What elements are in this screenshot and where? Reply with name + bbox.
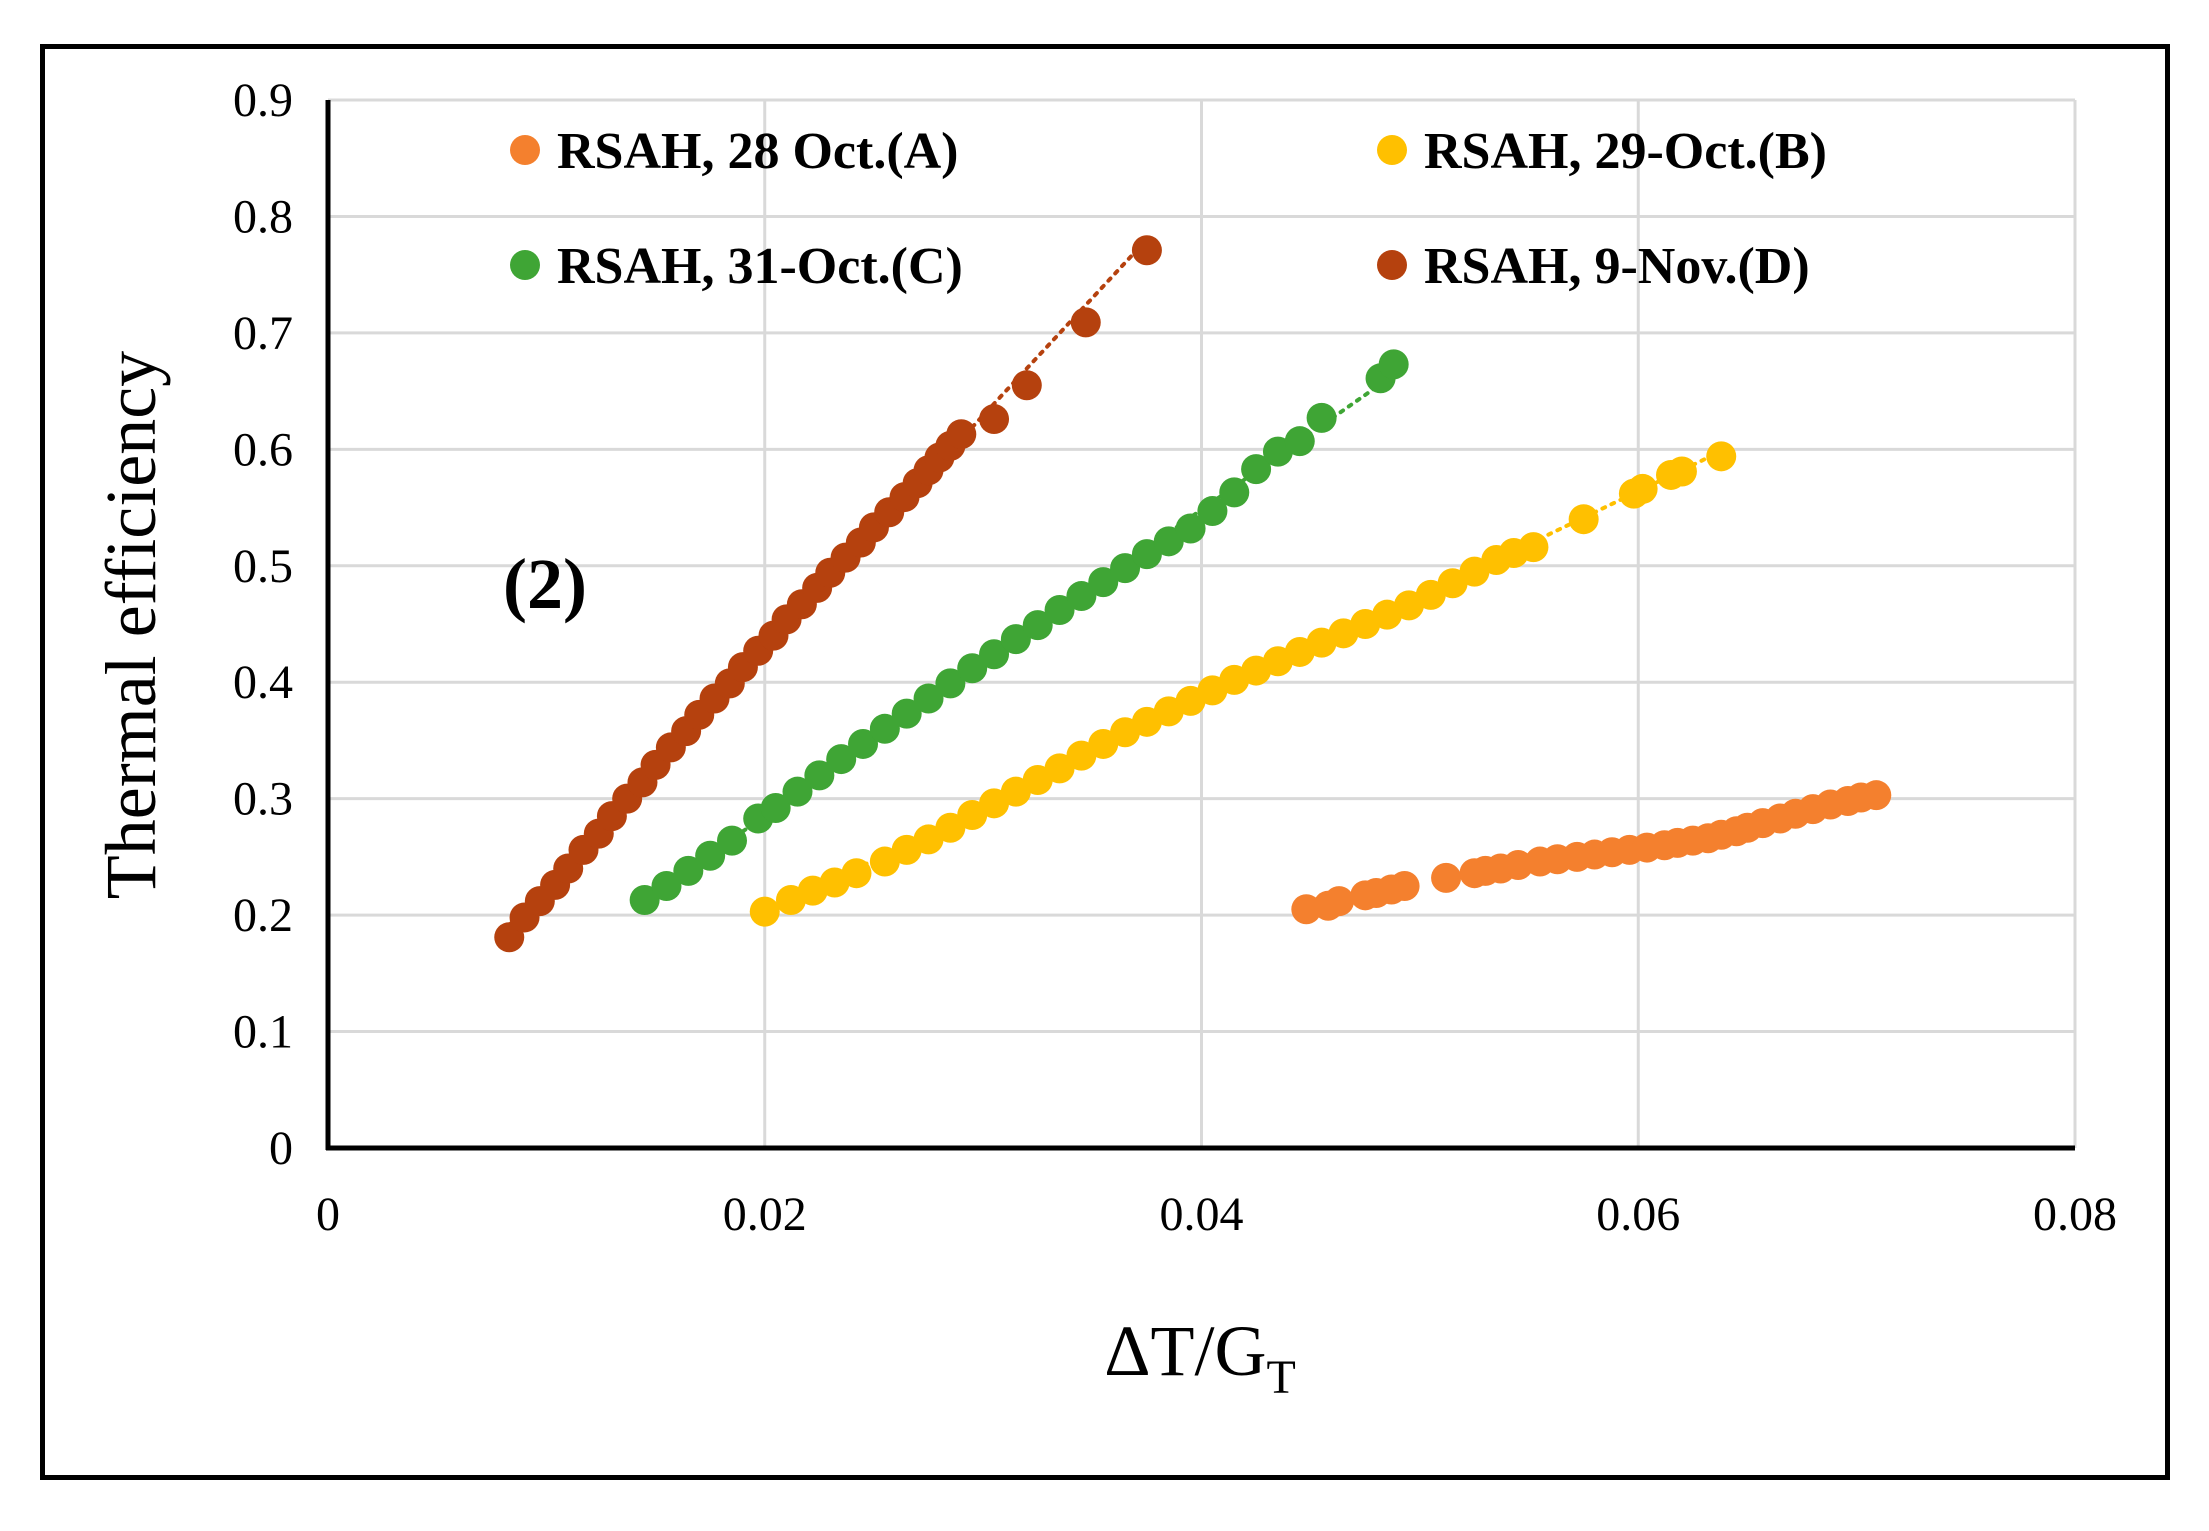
data-point-series-3 — [651, 871, 682, 901]
data-point-series-3 — [1088, 567, 1119, 598]
legend-label-series-2: RSAH, 29-Oct.(B) — [1424, 123, 1827, 180]
data-point-series-3 — [1284, 426, 1315, 457]
data-point-series-3 — [1241, 454, 1272, 485]
data-point-series-4 — [946, 419, 977, 450]
data-point-series-3 — [629, 884, 660, 915]
data-point-series-3 — [782, 776, 813, 807]
data-point-series-3 — [1044, 595, 1075, 626]
y-tick-label: 0.8 — [233, 190, 293, 243]
x-tick-label: 0.06 — [1596, 1188, 1680, 1241]
legend: RSAH, 28 Oct.(A) RSAH, 29-Oct.(B) RSAH, 31… — [510, 123, 1827, 295]
x-tick-label: 0.08 — [2033, 1188, 2117, 1241]
data-point-series-2 — [1044, 753, 1075, 784]
data-point-series-2 — [1568, 504, 1599, 535]
y-tick-label: 0.3 — [233, 773, 293, 826]
x-axis-title-subscript: T — [1266, 1351, 1295, 1404]
x-tick-label: 0 — [316, 1188, 340, 1241]
legend-label-series-3: RSAH, 31-Oct.(C) — [557, 238, 963, 295]
data-point-series-2 — [1666, 456, 1697, 487]
x-axis-title: ΔT/GT — [1104, 1311, 1296, 1404]
data-point-series-4 — [1070, 307, 1101, 338]
data-point-series-2 — [1518, 532, 1549, 563]
data-point-series-2 — [1627, 473, 1658, 504]
data-point-series-3 — [760, 792, 791, 823]
data-point-series-3 — [957, 653, 988, 684]
data-point-series-4 — [1011, 370, 1042, 401]
data-point-series-3 — [1022, 610, 1053, 641]
y-tick-label: 0.9 — [233, 74, 293, 127]
data-point-series-3 — [848, 728, 879, 759]
data-point-series-2 — [935, 812, 966, 843]
data-point-series-3 — [1000, 624, 1031, 655]
legend-marker-series-1 — [510, 135, 540, 165]
y-tick-label: 0.5 — [233, 540, 293, 593]
data-point-series-3 — [1306, 402, 1337, 433]
x-tick-label: 0.02 — [723, 1188, 807, 1241]
data-point-series-4 — [1131, 235, 1162, 266]
data-point-series-2 — [1706, 441, 1737, 472]
data-point-series-3 — [935, 668, 966, 699]
y-axis-title: Thermal efficiency — [91, 351, 171, 899]
data-point-series-3 — [891, 698, 922, 729]
legend-label-series-4: RSAH, 9-Nov.(D) — [1424, 238, 1810, 295]
data-point-series-3 — [804, 760, 835, 791]
data-point-series-3 — [1110, 553, 1141, 584]
y-tick-label: 0.2 — [233, 889, 293, 942]
y-tick-label: 0.1 — [233, 1006, 293, 1059]
axes — [325, 100, 2075, 1151]
y-tick-label: 0.6 — [233, 423, 293, 476]
data-point-series-3 — [1219, 477, 1250, 508]
y-tick-label: 0 — [269, 1122, 293, 1175]
data-point-series-1 — [1861, 780, 1892, 811]
legend-marker-series-2 — [1377, 135, 1407, 165]
data-point-series-1 — [1431, 862, 1462, 893]
legend-marker-series-3 — [510, 250, 540, 280]
x-tick-label: 0.04 — [1160, 1188, 1244, 1241]
data-point-series-3 — [673, 855, 704, 886]
data-point-series-3 — [695, 840, 726, 871]
tick-labels: 0 0.1 0.2 0.3 0.4 0.5 0.6 0.7 0.8 0.9 0 0.02 0.04 0.0… — [233, 74, 2117, 1241]
data-point-series-3 — [1153, 526, 1184, 557]
data-point-series-3 — [826, 744, 857, 775]
data-point-series-1 — [1389, 871, 1420, 901]
y-tick-label: 0.7 — [233, 307, 293, 360]
legend-label-series-1: RSAH, 28 Oct.(A) — [557, 123, 959, 180]
data-point-series-4 — [979, 404, 1010, 435]
data-point-series-3 — [869, 713, 900, 744]
data-point-series-2 — [749, 896, 780, 927]
data-point-series-3 — [716, 825, 747, 856]
data-point-series-3 — [1131, 539, 1162, 570]
data-points — [494, 235, 1892, 953]
data-point-series-3 — [979, 639, 1010, 670]
data-point-series-2 — [841, 858, 872, 889]
chart-frame — [40, 44, 2170, 1480]
legend-marker-series-4 — [1377, 250, 1407, 280]
data-point-series-1 — [1324, 886, 1355, 917]
x-axis-title-main: ΔT/G — [1104, 1311, 1266, 1391]
data-point-series-3 — [1378, 349, 1409, 380]
data-point-series-3 — [1066, 581, 1097, 612]
annotation-label: (2) — [503, 544, 587, 624]
data-point-series-3 — [913, 683, 944, 714]
data-point-series-3 — [1197, 496, 1228, 527]
data-point-series-3 — [1175, 513, 1206, 544]
y-tick-label: 0.4 — [233, 656, 293, 709]
